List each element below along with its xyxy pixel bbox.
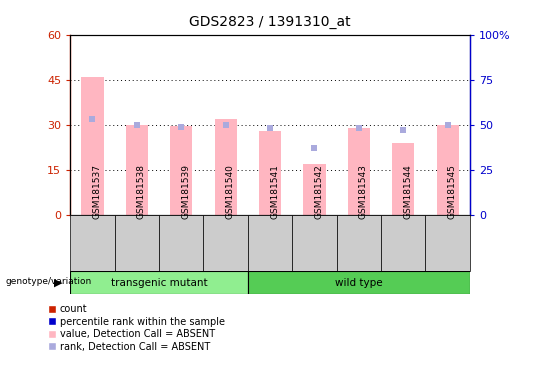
Bar — [303, 164, 326, 215]
Point — [88, 116, 97, 122]
Bar — [248, 215, 292, 271]
Point — [310, 145, 319, 151]
Bar — [214, 119, 237, 215]
Point — [443, 122, 452, 128]
Point — [266, 125, 274, 131]
Bar — [348, 128, 370, 215]
Bar — [126, 125, 148, 215]
Text: GDS2823 / 1391310_at: GDS2823 / 1391310_at — [189, 15, 351, 29]
Point — [399, 127, 408, 133]
Text: GSM181541: GSM181541 — [270, 165, 279, 220]
Bar — [381, 215, 426, 271]
Text: GSM181542: GSM181542 — [314, 165, 323, 220]
Bar — [82, 77, 104, 215]
Text: GSM181538: GSM181538 — [137, 164, 146, 220]
Bar — [292, 215, 336, 271]
Text: GSM181540: GSM181540 — [226, 165, 234, 220]
Text: GSM181545: GSM181545 — [448, 165, 457, 220]
Text: transgenic mutant: transgenic mutant — [111, 278, 207, 288]
Text: GSM181543: GSM181543 — [359, 165, 368, 220]
Bar — [170, 126, 192, 215]
Bar — [248, 271, 470, 294]
Bar — [204, 215, 248, 271]
Bar — [392, 143, 414, 215]
Bar — [436, 125, 458, 215]
Point — [354, 125, 363, 131]
Bar — [70, 215, 114, 271]
Text: genotype/variation: genotype/variation — [5, 277, 92, 286]
Point — [177, 124, 186, 130]
Legend: count, percentile rank within the sample, value, Detection Call = ABSENT, rank, : count, percentile rank within the sample… — [48, 305, 225, 352]
Bar — [159, 215, 204, 271]
Text: GSM181544: GSM181544 — [403, 165, 412, 220]
Text: ▶: ▶ — [53, 278, 62, 288]
Bar — [336, 215, 381, 271]
Point — [132, 122, 141, 128]
Bar — [259, 131, 281, 215]
Text: wild type: wild type — [335, 278, 383, 288]
Point — [221, 122, 230, 128]
Bar — [114, 215, 159, 271]
Bar — [426, 215, 470, 271]
Bar — [70, 271, 248, 294]
Text: GSM181539: GSM181539 — [181, 164, 190, 220]
Text: GSM181537: GSM181537 — [92, 164, 102, 220]
